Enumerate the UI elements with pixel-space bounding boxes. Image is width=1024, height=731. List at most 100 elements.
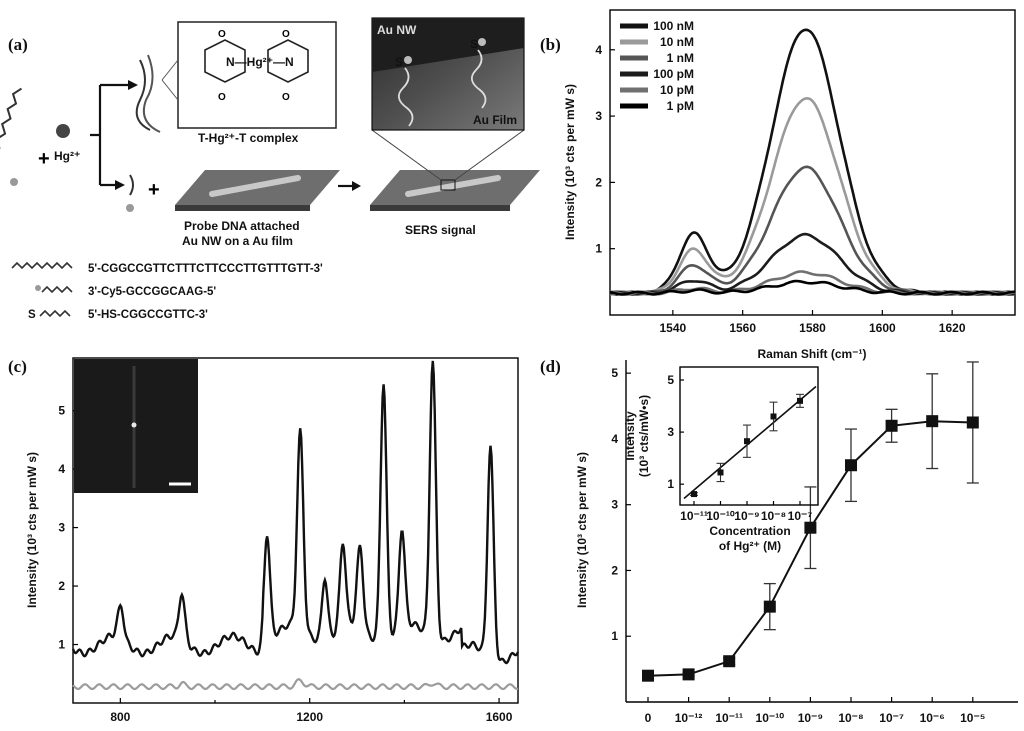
- data-point: [642, 669, 654, 682]
- x-tick-label: 10⁻⁶: [920, 711, 945, 725]
- inset-data-point: [770, 413, 777, 420]
- panel-c: (c) 800 1200 1600 1 2 3 4 5 Intensity (10³ cts …: [8, 357, 520, 724]
- plot-b-ylabel: Intensity (10³ cts per mW s): [563, 84, 577, 240]
- data-point: [763, 600, 776, 613]
- dna-strand-icon: [0, 87, 23, 149]
- sers-spectrum-line: [71, 360, 520, 665]
- hotspot-icon: [131, 422, 137, 428]
- zoom-lines-icon: [161, 59, 179, 101]
- inset-data-point: [744, 438, 750, 445]
- sequence-2: 3'-Cy5-GCCGGCAAG-5': [88, 286, 216, 298]
- plot-b-xlabel: Raman Shift (cm⁻¹): [757, 347, 866, 361]
- y-tick-label: 2: [611, 563, 618, 577]
- x-tick-label: 10⁻¹²: [675, 711, 703, 725]
- plus-sign: +: [38, 148, 50, 170]
- hairpin-dna-icon: [142, 54, 161, 133]
- plot-d-ylabel: Intensity (10³ cts per mW s): [575, 452, 589, 608]
- sequence-1: 5'-CGGCCGTTCTTTCTTCCCTTGTTTGTT-3': [88, 263, 323, 275]
- svg-text:O: O: [218, 92, 226, 103]
- x-tick-label: 10⁻¹¹: [715, 711, 743, 725]
- x-tick-label: 10⁻⁸: [838, 711, 863, 725]
- y-tick-label: 3: [611, 498, 618, 512]
- x-tick-label: 1620: [939, 321, 966, 335]
- inset-ylabel-1: Intensity: [623, 411, 637, 461]
- panel-b: (b) 1540 1560 1580 1600 1620 1 2 3 4 100 nM 10 nM…: [540, 9, 1016, 361]
- sers-nanowire-icon: [405, 175, 501, 197]
- cy5-dot-icon: [478, 38, 486, 46]
- y-tick-label: 3: [595, 109, 602, 123]
- data-point: [926, 415, 939, 428]
- thiol-s-label-2: S: [470, 37, 478, 51]
- panel-b-label: (b): [540, 35, 561, 54]
- seq2-strand-icon: [41, 285, 73, 294]
- inset-data-point: [691, 491, 697, 498]
- thymine-ring-icon: [267, 39, 309, 83]
- panel-a-label: (a): [8, 35, 28, 54]
- x-tick-label: 1560: [729, 321, 756, 335]
- inset-data-point: [717, 469, 724, 476]
- y-tick-label: 4: [595, 43, 602, 57]
- arrow-head-icon: [115, 180, 125, 190]
- inset-x-tick-label: 10⁻¹¹: [680, 509, 708, 523]
- inset-data-point: [797, 397, 803, 404]
- seq1-strand-icon: [11, 261, 73, 270]
- inset-xlabel-2: of Hg²⁺ (M): [719, 539, 781, 553]
- au-film-edge-icon: [175, 205, 310, 211]
- cy5-dot-icon: [35, 285, 41, 291]
- x-tick-label: 1540: [659, 321, 686, 335]
- svg-text:O: O: [218, 29, 226, 40]
- y-tick-label: 2: [595, 175, 602, 189]
- spectrum-line-1-pM: [609, 279, 1015, 296]
- y-tick-label: 1: [58, 638, 65, 652]
- sequence-3: 5'-HS-CGGCCGTTC-3': [88, 309, 208, 321]
- x-tick-label: 1200: [296, 710, 323, 724]
- legend-label: 100 pM: [653, 67, 694, 81]
- data-point: [804, 521, 817, 534]
- arrow-head-icon: [352, 181, 361, 191]
- cy5-dot-icon: [126, 204, 134, 212]
- arrow-head-icon: [128, 80, 138, 90]
- sequence-3-prefix: S: [28, 309, 36, 321]
- seq3-strand-icon: [39, 309, 71, 318]
- plus-sign-2: +: [148, 179, 160, 201]
- inset-series: [683, 385, 817, 500]
- zoom-lines-icon: [371, 129, 525, 181]
- cy5-dot-icon: [10, 178, 18, 186]
- inset-ylabel-2: (10³ cts/mW•s): [637, 395, 651, 477]
- plot-d-series: [642, 361, 979, 682]
- hg-label: Hg²⁺: [54, 149, 80, 163]
- panel-a: (a) + Hg²⁺ O O O O N—Hg²⁺—N T-Hg²⁺-T com…: [0, 17, 540, 321]
- x-tick-label: 10⁻⁹: [798, 711, 823, 725]
- spectrum-line-10-nM: [610, 96, 1016, 296]
- x-tick-label: 10⁻⁵: [960, 711, 985, 725]
- legend-label: 10 pM: [660, 83, 694, 97]
- legend-label: 100 nM: [653, 19, 694, 33]
- panel-d-label: (d): [540, 357, 561, 376]
- legend-label: 1 pM: [667, 99, 694, 113]
- x-tick-label: 10⁻¹⁰: [756, 711, 785, 725]
- data-point: [682, 668, 695, 681]
- inset-frame: [679, 366, 819, 506]
- thiol-s-label: S: [395, 55, 403, 69]
- y-tick-label: 4: [611, 432, 618, 446]
- inset-xlabel-1: Concentration: [709, 524, 790, 538]
- hg-bond-label: N—Hg²⁺—N: [226, 55, 294, 69]
- inset-x-tick-label: 10⁻⁹: [734, 509, 759, 523]
- plot-c-frame: [72, 357, 519, 704]
- inset-x-tick-label: 10⁻⁷: [788, 509, 813, 523]
- plot-b-series: [609, 28, 1016, 296]
- data-point: [885, 419, 898, 432]
- inset-y-tick-label: 3: [667, 425, 674, 439]
- au-nw-label: Au NW: [377, 23, 417, 37]
- svg-text:O: O: [282, 29, 290, 40]
- y-tick-label: 2: [58, 579, 65, 593]
- x-tick-label: 1600: [486, 710, 513, 724]
- svg-text:O: O: [282, 92, 290, 103]
- probe-label-1: Probe DNA attached: [184, 219, 300, 233]
- plot-c-ylabel: Intensity (10³ cts per mW s): [25, 452, 39, 608]
- au-nanowire-icon: [209, 175, 301, 197]
- x-tick-label: 800: [110, 710, 130, 724]
